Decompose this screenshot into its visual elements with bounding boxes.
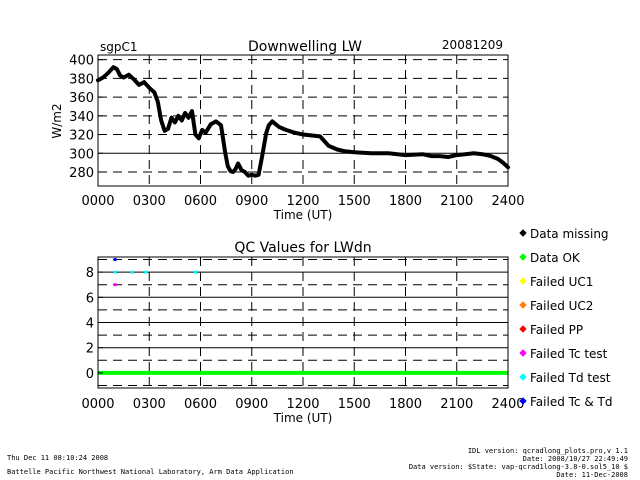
top-y-tick-label: 360	[69, 91, 94, 106]
qc-x-tick-label: 0600	[184, 397, 217, 412]
qc-x-tick-label: 0000	[81, 397, 114, 412]
top-x-tick-label: 1800	[389, 194, 422, 209]
qc-point	[113, 283, 117, 287]
institution-text: Battelle Pacific Northwest National Labo…	[7, 468, 294, 476]
qc-point	[130, 270, 134, 274]
data-date: Date: 11-Dec-2008	[556, 471, 628, 479]
qc-legend: Data missing Data OK Failed UC1 Failed UC2 F…	[519, 227, 612, 409]
legend-label: Failed Td test	[530, 371, 611, 385]
qc-y-tick-label: 8	[86, 266, 94, 281]
downwelling-lw-chart: 280 300 320 340 360 380 400 0000 0300 0600 0900 12…	[50, 54, 525, 222]
top-y-tick-label: 280	[69, 166, 94, 181]
top-y-tick-label: 400	[69, 54, 94, 69]
qc-point	[193, 270, 197, 274]
top-x-tick-label: 0300	[133, 194, 166, 209]
qc-x-tick-label: 0300	[133, 397, 166, 412]
top-y-tick-label: 300	[69, 147, 94, 162]
lw-series-line	[96, 65, 510, 178]
qc-x-tick-label: 1200	[286, 397, 319, 412]
legend-label: Data OK	[530, 251, 581, 265]
legend-label: Failed UC1	[530, 275, 593, 289]
data-version: Data version: $State: vap-qcrad1long-3.8…	[408, 463, 628, 471]
legend-marker	[519, 301, 527, 309]
qc-y-tick-label: 6	[86, 291, 94, 306]
qc-point	[113, 270, 117, 274]
top-y-tick-label: 320	[69, 129, 94, 144]
date-label: 20081209	[442, 38, 503, 52]
top-grid	[98, 55, 508, 186]
top-x-axis: 0000 0300 0600 0900 1200 1500 1800 2100 2400	[81, 194, 524, 209]
qc-point	[144, 270, 148, 274]
top-y-axis-label: W/m2	[50, 103, 64, 138]
legend-label: Failed Tc test	[530, 347, 608, 361]
qc-grid	[98, 257, 508, 388]
top-x-tick-label: 0000	[81, 194, 114, 209]
qc-y-tick-label: 4	[86, 317, 94, 332]
qc-x-axis-label: Time (UT)	[273, 411, 333, 425]
legend-marker	[519, 325, 527, 333]
idl-date: Date: 2008/10/27 22:49:49	[522, 455, 628, 463]
site-label: sgpC1	[100, 40, 138, 54]
top-x-tick-label: 0600	[184, 194, 217, 209]
qc-x-tick-label: 2400	[491, 397, 524, 412]
legend-marker	[519, 253, 527, 261]
top-x-tick-label: 1200	[286, 194, 319, 209]
top-y-tick-label: 340	[69, 110, 94, 125]
top-x-tick-label: 2400	[491, 194, 524, 209]
qc-x-tick-label: 2100	[440, 397, 473, 412]
legend-label: Data missing	[530, 227, 609, 241]
qc-point	[113, 258, 117, 262]
qc-x-tick-label: 1800	[389, 397, 422, 412]
legend-label: Failed Tc & Td	[530, 395, 612, 409]
legend-marker	[519, 349, 527, 357]
qc-y-tick-label: 2	[86, 342, 94, 357]
generated-timestamp: Thu Dec 11 08:10:24 2008	[7, 454, 109, 462]
top-chart-title: Downwelling LW	[248, 39, 362, 55]
legend-marker	[519, 277, 527, 285]
legend-marker	[519, 397, 527, 405]
qc-x-axis: 0000 0300 0600 0900 1200 1500 1800 2100 2400	[81, 397, 524, 412]
qc-chart: 0 2 4 6 8 0000 0300 0600 0900 1200 1500 1800 2100 24…	[81, 256, 525, 425]
qc-chart-title: QC Values for LWdn	[234, 240, 371, 256]
top-plot-frame	[97, 54, 509, 187]
top-y-axis: 280 300 320 340 360 380 400	[69, 54, 103, 181]
legend-label: Failed UC2	[530, 299, 593, 313]
qc-x-tick-label: 1500	[338, 397, 371, 412]
top-x-tick-label: 1500	[338, 194, 371, 209]
top-x-tick-label: 0900	[235, 194, 268, 209]
legend-label: Failed PP	[530, 323, 583, 337]
top-x-axis-label: Time (UT)	[273, 208, 333, 222]
top-y-tick-label: 380	[69, 72, 94, 87]
qc-y-tick-label: 0	[86, 367, 94, 382]
qc-x-tick-label: 0900	[235, 397, 268, 412]
legend-marker	[519, 373, 527, 381]
top-x-tick-label: 2100	[440, 194, 473, 209]
qc-marks	[98, 258, 508, 375]
legend-marker	[519, 229, 527, 237]
qc-y-axis: 0 2 4 6 8	[86, 266, 103, 382]
idl-version: IDL version: qcradlong_plots.pro,v 1.1	[467, 447, 628, 455]
